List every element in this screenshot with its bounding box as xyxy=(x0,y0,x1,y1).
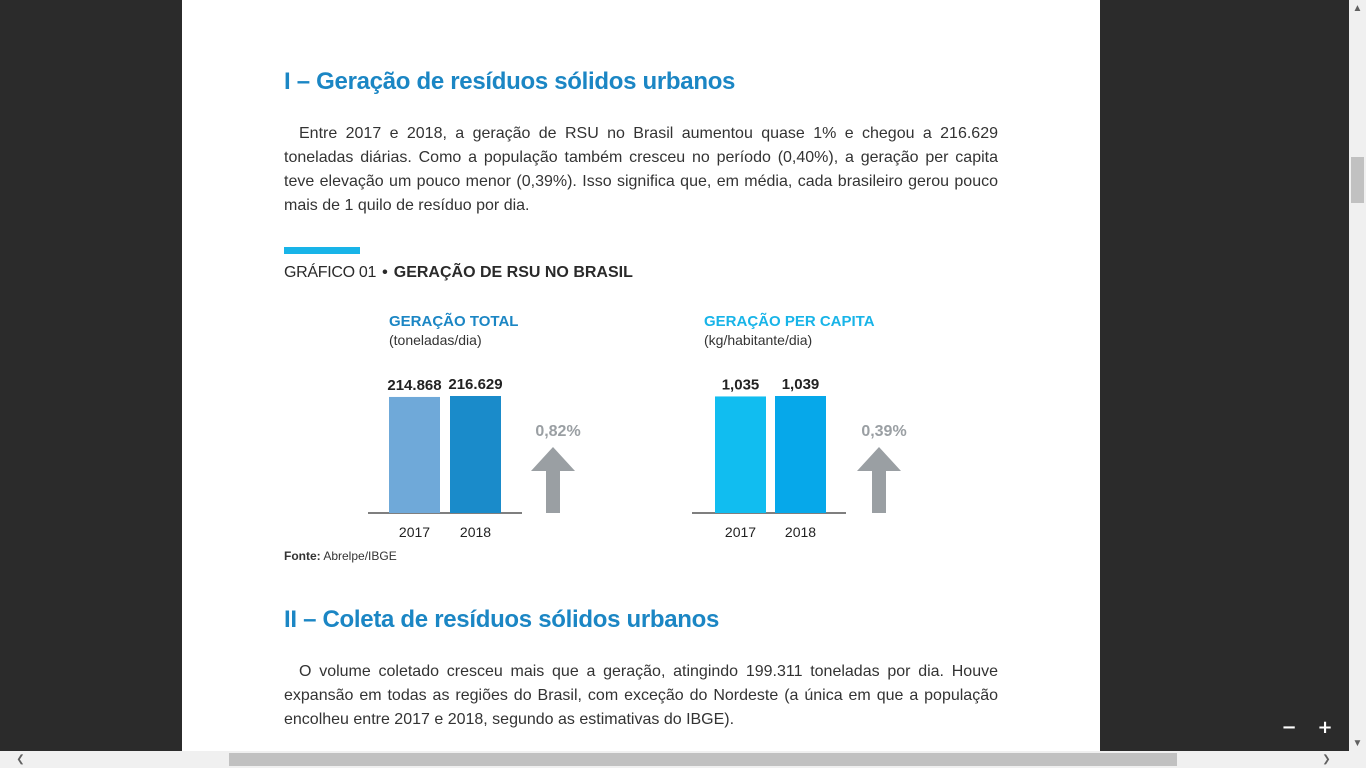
scroll-down-icon[interactable]: ▼ xyxy=(1352,738,1363,749)
panel-unit-capita: (kg/habitante/dia) xyxy=(704,332,813,348)
bar-capita-2018 xyxy=(775,396,826,513)
chart-name: GERAÇÃO DE RSU NO BRASIL xyxy=(393,264,633,281)
chart-accent-bar xyxy=(284,247,360,254)
rsu-generation-chart: 214.868 2017 216.629 2018 0,82% 1,035 2017 1,03… xyxy=(368,376,907,540)
section-title-generation: I – Geração de resíduos sólidos urbanos xyxy=(284,68,736,95)
change-label-total: 0,82% xyxy=(535,423,580,440)
panel-title-total: GERAÇÃO TOTAL xyxy=(389,313,519,330)
bar-total-2017 xyxy=(389,396,440,513)
source-label: Fonte: xyxy=(284,549,321,563)
increase-arrow-icon-total xyxy=(531,447,575,513)
source-text: Abrelpe/IBGE xyxy=(323,549,397,563)
panel-title-capita: GERAÇÃO PER CAPITA xyxy=(704,313,875,330)
scroll-right-icon[interactable]: ❯ xyxy=(1322,754,1331,765)
scroll-up-icon[interactable]: ▲ xyxy=(1352,3,1363,14)
data-label-total-2017: 214.868 xyxy=(387,377,441,394)
vertical-scroll-thumb[interactable] xyxy=(1351,157,1364,203)
tick-label-capita-2017: 2017 xyxy=(725,524,756,540)
increase-arrow-icon-capita xyxy=(857,447,901,513)
bar-total-2018 xyxy=(450,396,501,513)
change-label-capita: 0,39% xyxy=(861,423,906,440)
document-page: I – Geração de resíduos sólidos urbanos … xyxy=(182,0,1100,752)
zoom-in-button[interactable]: + xyxy=(1317,717,1333,738)
data-label-capita-2018: 1,039 xyxy=(782,376,820,393)
zoom-out-button[interactable]: − xyxy=(1281,717,1297,738)
horizontal-scrollbar[interactable]: ❮ ❯ xyxy=(0,751,1366,768)
tick-label-total-2017: 2017 xyxy=(399,524,430,540)
bar-capita-2017 xyxy=(715,396,766,513)
chart-heading-bullet: • xyxy=(382,264,388,281)
section-paragraph-generation: Entre 2017 e 2018, a geração de RSU no B… xyxy=(284,125,998,214)
data-label-capita-2017: 1,035 xyxy=(722,376,760,393)
horizontal-scroll-thumb[interactable] xyxy=(229,753,1177,766)
panel-unit-total: (toneladas/dia) xyxy=(389,332,482,348)
tick-label-total-2018: 2018 xyxy=(460,524,491,540)
vertical-scrollbar[interactable]: ▲ ▼ xyxy=(1349,0,1366,752)
tick-label-capita-2018: 2018 xyxy=(785,524,816,540)
data-label-total-2018: 216.629 xyxy=(448,376,502,393)
scroll-left-icon[interactable]: ❮ xyxy=(16,754,25,765)
chart-heading: GRÁFICO 01 • GERAÇÃO DE RSU NO BRASIL xyxy=(284,264,633,282)
section-paragraph-collection: O volume coletado cresceu mais que a ger… xyxy=(284,663,998,728)
section-title-collection: II – Coleta de resíduos sólidos urbanos xyxy=(284,606,720,633)
chart-source: Fonte: Abrelpe/IBGE xyxy=(284,549,397,563)
chart-number: GRÁFICO 01 xyxy=(284,264,377,281)
